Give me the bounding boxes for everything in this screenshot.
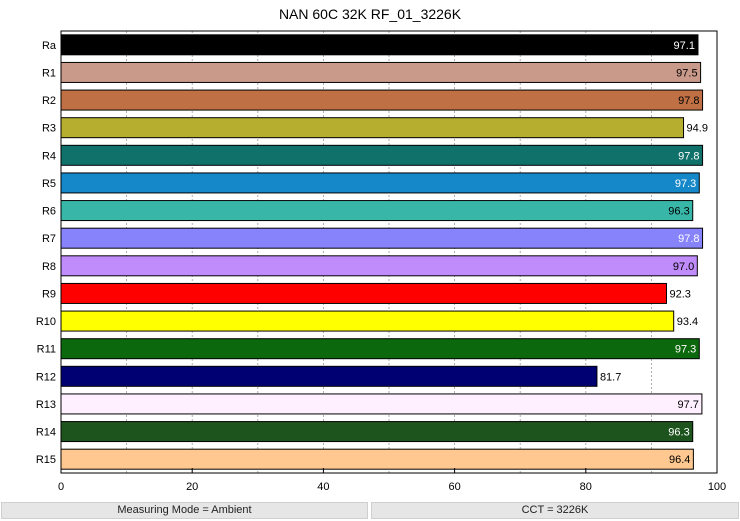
- category-label: R11: [37, 344, 56, 356]
- value-label: 97.5: [676, 67, 697, 79]
- bar-r14: [60, 421, 694, 443]
- category-label: R14: [36, 427, 56, 439]
- category-label: R6: [42, 206, 56, 218]
- value-label: 97.8: [678, 233, 699, 245]
- value-label: 96.3: [668, 427, 689, 439]
- value-label: 97.0: [673, 261, 694, 273]
- category-label: R7: [42, 233, 56, 245]
- x-tick-label: 0: [58, 481, 64, 493]
- bar-r10: [60, 310, 675, 332]
- value-label: 97.8: [678, 150, 699, 162]
- category-label: R3: [42, 123, 56, 135]
- bar-r2: [60, 89, 704, 111]
- measuring-mode-status: Measuring Mode = Ambient: [1, 502, 368, 519]
- category-label: R4: [42, 150, 56, 162]
- category-label: R12: [36, 371, 56, 383]
- category-label: R1: [42, 67, 56, 79]
- category-label: R15: [36, 454, 56, 466]
- value-label: 97.3: [675, 344, 696, 356]
- bar-r6: [60, 200, 694, 222]
- value-label: 97.7: [677, 399, 698, 411]
- value-label: 96.3: [668, 206, 689, 218]
- x-tick-label: 80: [580, 481, 592, 493]
- x-tick-label: 20: [186, 481, 198, 493]
- cct-status: CCT = 3226K: [371, 502, 739, 519]
- bar-r7: [60, 227, 704, 249]
- value-label: 97.3: [675, 178, 696, 190]
- bar-r13: [60, 393, 703, 415]
- value-label: 96.4: [669, 454, 690, 466]
- value-label: 97.8: [678, 95, 699, 107]
- bar-r12: [60, 365, 598, 387]
- bar-r9: [60, 282, 667, 304]
- value-label: 93.4: [677, 316, 698, 328]
- bar-r15: [60, 448, 694, 470]
- plot-frame: [60, 30, 718, 474]
- bar-r11: [60, 338, 700, 360]
- bar-r1: [60, 61, 702, 83]
- category-label: R2: [42, 95, 56, 107]
- category-label: R9: [42, 288, 56, 300]
- bar-r5: [60, 172, 700, 194]
- bar-r4: [60, 144, 704, 166]
- category-label: R5: [42, 178, 56, 190]
- value-label: 97.1: [674, 40, 695, 52]
- x-tick-label: 100: [708, 481, 726, 493]
- bar-r3: [60, 117, 685, 139]
- chart-title: NAN 60C 32K RF_01_3226K: [278, 6, 462, 22]
- category-label: R10: [36, 316, 56, 328]
- bar-ra: [60, 34, 699, 56]
- category-label: R13: [36, 399, 56, 411]
- category-label: R8: [42, 261, 56, 273]
- value-label: 81.7: [600, 371, 621, 383]
- bar-r8: [60, 255, 698, 277]
- category-label: Ra: [42, 40, 57, 52]
- x-tick-label: 40: [317, 481, 329, 493]
- value-label: 92.3: [669, 288, 690, 300]
- x-tick-label: 60: [448, 481, 460, 493]
- value-label: 94.9: [687, 123, 708, 135]
